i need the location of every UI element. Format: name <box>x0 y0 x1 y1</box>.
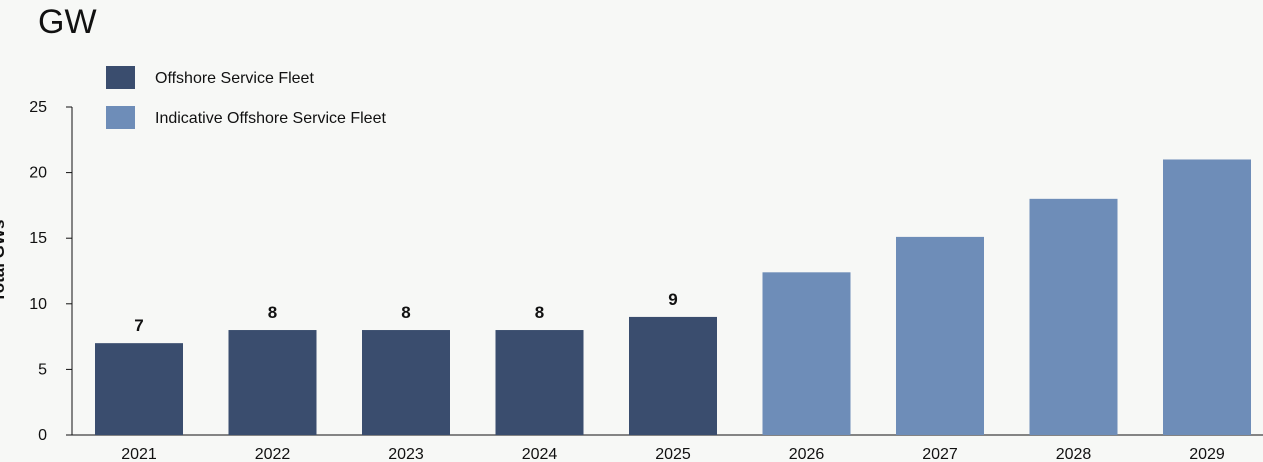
x-tick-label: 2021 <box>121 446 157 462</box>
y-tick-label: 20 <box>29 165 47 182</box>
data-label-2022: 8 <box>268 303 277 322</box>
bars <box>95 159 1251 436</box>
y-tick-label: 5 <box>38 361 47 378</box>
data-label-2024: 8 <box>535 303 544 322</box>
bar-2029 <box>1163 159 1251 436</box>
legend-label: Offshore Service Fleet <box>155 70 314 87</box>
bar-2025 <box>629 316 717 435</box>
x-tick-label: 2027 <box>922 446 958 462</box>
bar-2024 <box>495 330 584 435</box>
bar-2027 <box>896 236 984 435</box>
bar-2021 <box>95 343 183 435</box>
x-tick-label: 2022 <box>255 446 291 462</box>
y-tick-label: 25 <box>29 99 47 116</box>
x-tick-label: 2029 <box>1189 446 1225 462</box>
bar-2028 <box>1029 198 1118 435</box>
data-label-2021: 7 <box>134 316 143 335</box>
y-axis-title-group: Total GWs <box>0 220 8 303</box>
legend-swatch <box>106 106 135 129</box>
data-label-2025: 9 <box>668 290 677 309</box>
y-tick-label: 0 <box>38 427 47 444</box>
bar-2023 <box>362 330 450 435</box>
x-tick-label: 2023 <box>388 446 424 462</box>
x-tick-label: 2025 <box>655 446 691 462</box>
x-tick-label: 2028 <box>1056 446 1092 462</box>
legend: Offshore Service Fleet Indicative Offshor… <box>106 66 386 129</box>
y-axis-title: Total GWs <box>0 220 8 303</box>
bar-2026 <box>762 272 851 435</box>
x-tick-label: 2024 <box>522 446 558 462</box>
bar-2022 <box>228 330 317 435</box>
x-tick-label: 2026 <box>789 446 825 462</box>
data-labels: 7 8 8 8 9 <box>134 290 677 335</box>
data-label-2023: 8 <box>401 303 410 322</box>
unit-title: GW <box>38 3 97 41</box>
legend-swatch <box>106 66 135 89</box>
y-tick-label: 10 <box>29 296 47 313</box>
y-tick-label: 15 <box>29 230 47 247</box>
legend-label: Indicative Offshore Service Fleet <box>155 110 386 127</box>
